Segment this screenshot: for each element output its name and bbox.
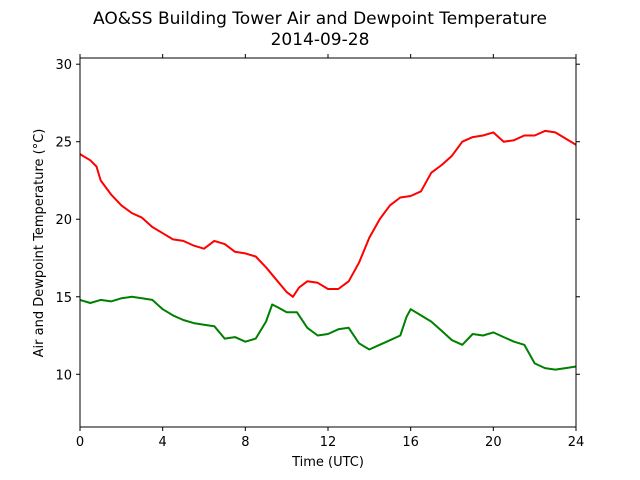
x-tick-label: 8 [241, 435, 249, 450]
y-tick-label: 15 [55, 291, 72, 306]
x-tick-label: 16 [402, 435, 419, 450]
y-tick-label: 20 [55, 213, 72, 228]
y-tick-label: 30 [55, 58, 72, 73]
x-axis: 0 4 8 12 16 20 24 [76, 54, 584, 450]
x-tick-label: 12 [320, 435, 337, 450]
y-tick-label: 25 [55, 136, 72, 151]
y-tick-label: 10 [55, 368, 72, 383]
x-tick-label: 20 [485, 435, 502, 450]
x-tick-label: 4 [159, 435, 167, 450]
x-tick-label: 24 [568, 435, 585, 450]
series-line-1 [79, 295, 577, 371]
chart-title: AO&SS Building Tower Air and Dewpoint Te… [93, 9, 547, 29]
series-layer [79, 129, 577, 371]
y-axis: 10 15 20 25 30 [55, 58, 580, 383]
series-line-0 [79, 129, 577, 298]
x-tick-label: 0 [76, 435, 84, 450]
y-axis-label: Air and Dewpoint Temperature (°C) [32, 129, 47, 358]
chart-subtitle: 2014-09-28 [271, 30, 370, 50]
plot-background [80, 58, 576, 427]
x-axis-label: Time (UTC) [291, 455, 364, 470]
